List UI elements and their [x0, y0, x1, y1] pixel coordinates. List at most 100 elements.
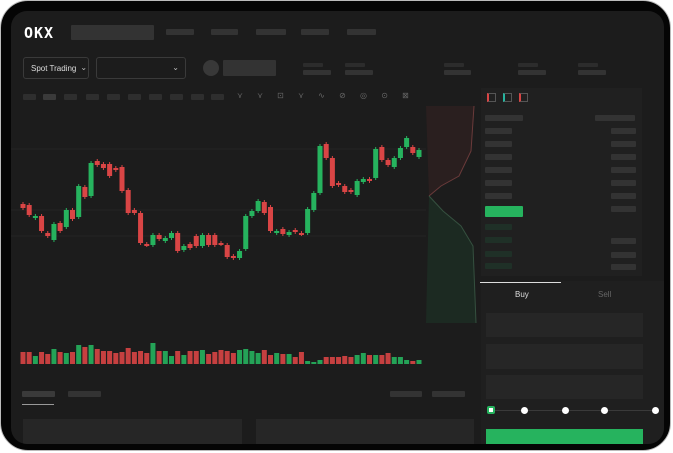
candle-body: [76, 186, 82, 217]
tab-open-orders[interactable]: [22, 391, 55, 397]
candle-body: [113, 168, 119, 170]
volume-bar: [385, 353, 391, 364]
ask-price: [485, 128, 512, 134]
timeframe-button[interactable]: [149, 94, 162, 100]
timeframe-button[interactable]: [211, 94, 224, 100]
slider-stop-75[interactable]: [601, 407, 608, 414]
spot-trading-dropdown[interactable]: Spot Trading ⌄: [23, 57, 89, 79]
nav-item[interactable]: [211, 29, 238, 35]
candle-body: [51, 224, 57, 240]
volume-bar: [88, 345, 94, 364]
candle-body: [261, 202, 267, 213]
stat-value: [444, 70, 471, 75]
candle-body: [298, 233, 304, 235]
candlestick-chart[interactable]: [11, 11, 664, 444]
nav-item[interactable]: [301, 29, 329, 35]
volume-bar: [329, 357, 335, 364]
candle-body: [199, 235, 205, 246]
depth-asks-area: [426, 106, 474, 196]
volume-bar: [39, 352, 45, 364]
volume-bar: [243, 349, 249, 364]
amount-slider-track[interactable]: [491, 410, 656, 411]
nav-item[interactable]: [166, 29, 194, 35]
volume-bar: [113, 353, 119, 364]
chevron-down-icon: ⌄: [172, 63, 179, 72]
timeframe-button[interactable]: [86, 94, 99, 100]
candle-body: [292, 230, 298, 232]
volume-bar: [280, 354, 286, 364]
search-bar[interactable]: [71, 25, 154, 40]
candle-body: [404, 138, 410, 147]
order-book-asks-icon[interactable]: [519, 93, 528, 102]
total-input[interactable]: [486, 375, 643, 399]
timeframe-button[interactable]: [170, 94, 183, 100]
candle-body: [385, 160, 391, 165]
candle-body: [416, 150, 422, 157]
bid-price: [485, 237, 512, 243]
pair-select[interactable]: ⌄: [96, 57, 186, 79]
bid-price: [485, 224, 512, 230]
timeframe-button[interactable]: [64, 94, 77, 100]
order-book-bids-icon[interactable]: [503, 93, 512, 102]
stat-label: [578, 63, 598, 67]
candle-body: [107, 164, 113, 176]
volume-bar: [410, 361, 416, 364]
filter-button[interactable]: [432, 391, 465, 397]
amount-slider-handle[interactable]: [487, 406, 495, 414]
tab-buy[interactable]: Buy: [515, 290, 529, 299]
amount-input[interactable]: [486, 344, 643, 369]
volume-bar: [57, 352, 63, 364]
volume-bar: [45, 354, 51, 364]
slider-stop-50[interactable]: [562, 407, 569, 414]
volume-bar: [212, 352, 218, 364]
timeframe-button[interactable]: [23, 94, 36, 100]
volume-bar: [311, 362, 317, 364]
ask-amount: [611, 167, 636, 173]
okx-logo[interactable]: OKX: [24, 24, 55, 42]
depth-bids-area: [426, 196, 476, 323]
pair-name: [223, 60, 276, 76]
candle-body: [280, 229, 286, 234]
buy-button[interactable]: [486, 429, 643, 444]
volume-bar: [218, 350, 224, 364]
volume-bar: [20, 352, 26, 364]
candle-body: [156, 235, 162, 239]
candle-body: [206, 235, 212, 245]
tab-sell[interactable]: Sell: [598, 290, 612, 299]
candle-body: [82, 187, 88, 197]
volume-bar: [298, 352, 304, 364]
candle-body: [193, 236, 199, 246]
candle-body: [311, 193, 317, 210]
volume-bar: [138, 351, 144, 364]
price-input[interactable]: [486, 313, 643, 337]
slider-stop-25[interactable]: [521, 407, 528, 414]
timeframe-button[interactable]: [43, 94, 56, 100]
volume-bar: [144, 353, 150, 364]
timeframe-button[interactable]: [128, 94, 141, 100]
volume-bar: [397, 357, 403, 364]
candle-body: [169, 233, 174, 238]
tab-order-history[interactable]: [68, 391, 101, 397]
candle-body: [63, 210, 69, 227]
candle-body: [45, 233, 51, 236]
volume-bar: [26, 352, 32, 364]
candle-body: [32, 216, 38, 218]
slider-stop-100[interactable]: [652, 407, 659, 414]
volume-bar: [32, 356, 38, 364]
order-book-both-icon[interactable]: [487, 93, 496, 102]
volume-bar: [187, 351, 193, 364]
drawing-tool-icons[interactable]: ⋎ ⋎ ⊡ ⋎ ∿ ⊘ ◎ ⊙ ⊠: [237, 91, 415, 100]
nav-item[interactable]: [347, 29, 376, 35]
candle-body: [57, 223, 63, 231]
volume-bar: [94, 349, 100, 364]
volume-bar: [261, 350, 267, 364]
timeframe-button[interactable]: [107, 94, 120, 100]
volume-bar: [199, 350, 205, 364]
candle-body: [125, 190, 131, 213]
nav-item[interactable]: [256, 29, 286, 35]
stat-label: [444, 63, 464, 67]
candle-body: [317, 146, 323, 193]
timeframe-button[interactable]: [191, 94, 204, 100]
candle-body: [305, 209, 311, 233]
filter-button[interactable]: [390, 391, 422, 397]
